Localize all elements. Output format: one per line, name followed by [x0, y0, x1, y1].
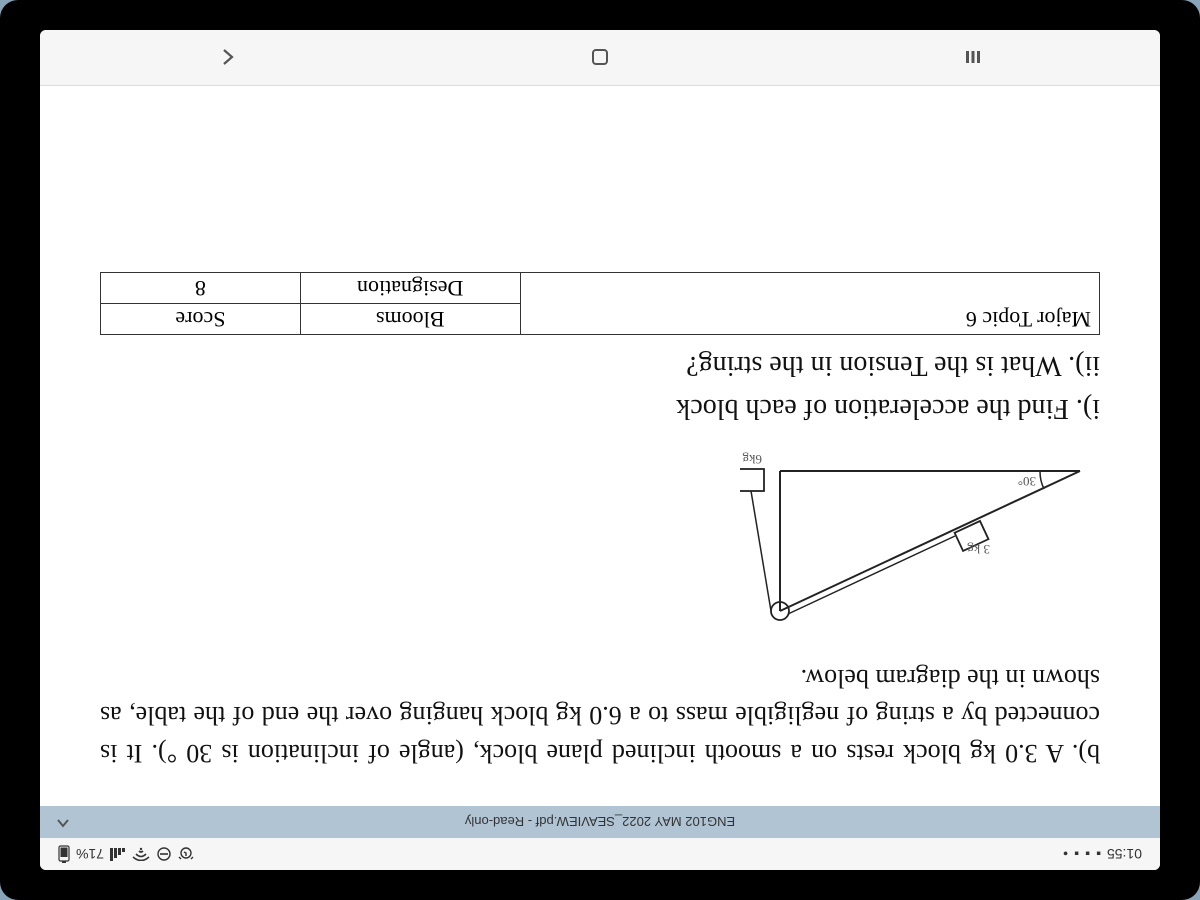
doc-title: ENG102 MAY 2022_SEAVIEW.pdf - Read-only — [465, 815, 735, 830]
question-ii: ii). What is the Tension in the string? — [100, 343, 1100, 386]
dnd-icon — [156, 846, 172, 862]
questions: i). Find the acceleration of each block … — [100, 343, 1100, 430]
designation-label-cell: Designation — [300, 273, 520, 304]
blooms-label-cell: Blooms — [300, 304, 520, 335]
score-label-cell: Score — [101, 304, 301, 335]
alarm-icon — [178, 846, 194, 862]
incline-block-label: 3 kg — [967, 542, 990, 557]
page-content: b). A 3.0 kg block rests on a smooth inc… — [40, 86, 1160, 806]
problem-text: b). A 3.0 kg block rests on a smooth inc… — [100, 659, 1100, 772]
problem-paragraph: b). A 3.0 kg block rests on a smooth inc… — [100, 659, 1100, 772]
status-bullet-icon: • — [1063, 846, 1068, 862]
home-button[interactable] — [584, 42, 616, 74]
score-value-cell: 8 — [101, 273, 301, 304]
status-bar: 01:55 ▪ ▪ ▪ • 71% — [40, 838, 1160, 870]
battery-text: 71% — [76, 846, 104, 862]
table-row: Major Topic 6 Blooms Score — [101, 304, 1100, 335]
status-dot-icon: ▪ — [1096, 846, 1101, 862]
incline-diagram: 30° 3 kg 6kg — [100, 436, 1100, 641]
nav-bar — [40, 30, 1160, 86]
screen: 01:55 ▪ ▪ ▪ • 71% — [40, 30, 1160, 870]
topic-cell: Major Topic 6 — [520, 273, 1099, 335]
status-dot2-icon: ▪ — [1085, 846, 1090, 862]
angle-label: 30° — [1018, 474, 1036, 489]
score-table: Major Topic 6 Blooms Score Designation 8 — [100, 272, 1100, 335]
status-dot3-icon: ▪ — [1074, 846, 1079, 862]
battery-icon — [58, 845, 70, 863]
question-i: i). Find the acceleration of each block — [100, 387, 1100, 430]
status-right: 71% — [58, 845, 194, 863]
hanging-block-label: 6kg — [742, 452, 762, 467]
device-frame: 01:55 ▪ ▪ ▪ • 71% — [0, 0, 1200, 900]
chevron-up-icon[interactable] — [54, 811, 72, 832]
signal-icon — [110, 847, 126, 861]
recent-apps-button[interactable] — [957, 42, 989, 74]
status-time: 01:55 — [1107, 846, 1142, 862]
wifi-icon — [132, 847, 150, 861]
doc-title-bar: ENG102 MAY 2022_SEAVIEW.pdf - Read-only — [40, 806, 1160, 838]
status-left: 01:55 ▪ ▪ ▪ • — [1063, 846, 1142, 862]
back-button[interactable] — [211, 42, 243, 74]
